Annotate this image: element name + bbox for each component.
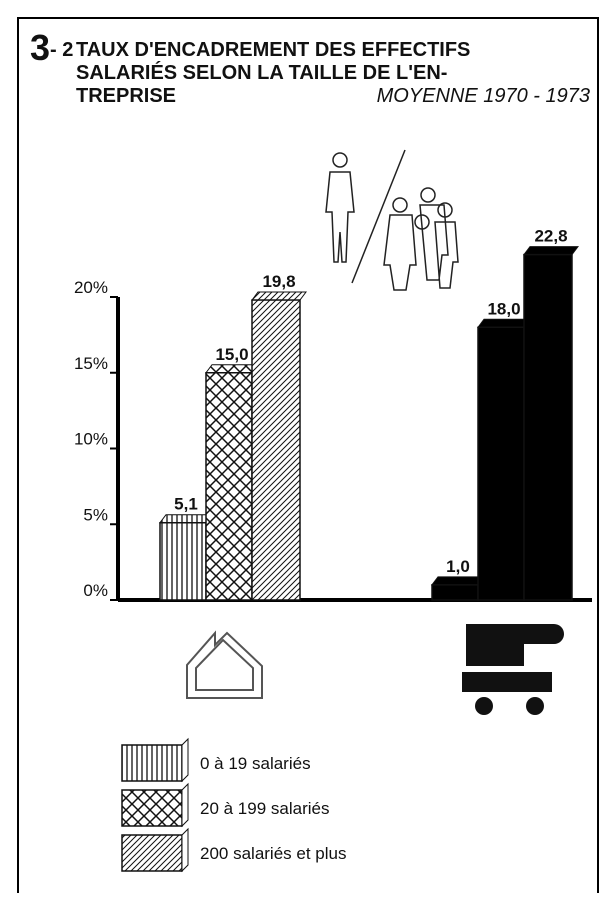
bar-top bbox=[160, 515, 212, 523]
y-tick-label: 5% bbox=[83, 505, 108, 524]
y-tick-label: 10% bbox=[74, 430, 108, 449]
legend-swatch-side bbox=[182, 739, 188, 781]
bar-top bbox=[478, 319, 530, 327]
bar bbox=[524, 255, 572, 600]
bar-top bbox=[524, 247, 578, 255]
value-label: 1,0 bbox=[446, 557, 470, 576]
value-label: 22,8 bbox=[534, 227, 567, 246]
legend-swatch-side bbox=[182, 784, 188, 826]
chart-title: SALARIÉS SELON LA TAILLE DE L'EN- bbox=[76, 61, 447, 84]
legend-swatch-side bbox=[182, 829, 188, 871]
bar-top bbox=[206, 365, 258, 373]
bar bbox=[252, 300, 300, 600]
chart-subnumber: - 2 bbox=[50, 39, 73, 61]
y-tick-label: 20% bbox=[74, 278, 108, 297]
legend-label: 0 à 19 salariés bbox=[200, 754, 311, 773]
legend-label: 200 salariés et plus bbox=[200, 844, 346, 863]
house-icon bbox=[187, 633, 262, 698]
bar bbox=[478, 327, 524, 600]
chart-subtitle: MOYENNE 1970 - 1973 bbox=[377, 85, 590, 107]
bar bbox=[432, 585, 478, 600]
value-label: 19,8 bbox=[262, 272, 295, 291]
illustration bbox=[326, 150, 458, 290]
bar-top bbox=[432, 577, 484, 585]
legend-swatch bbox=[122, 790, 182, 826]
chart-number: 3 bbox=[30, 27, 50, 68]
bar bbox=[160, 523, 206, 600]
legend-swatch bbox=[122, 745, 182, 781]
truck-icon bbox=[462, 624, 564, 715]
bar bbox=[206, 373, 252, 600]
value-label: 18,0 bbox=[487, 299, 520, 318]
bar-top bbox=[252, 292, 306, 300]
chart-title: TREPRISE bbox=[76, 85, 176, 107]
chart: 3 - 2 TAUX D'ENCADREMENT DES EFFECTIFS S… bbox=[0, 0, 608, 893]
legend-swatch bbox=[122, 835, 182, 871]
value-label: 15,0 bbox=[215, 345, 248, 364]
y-tick-label: 0% bbox=[83, 581, 108, 600]
value-label: 5,1 bbox=[174, 495, 198, 514]
legend-label: 20 à 199 salariés bbox=[200, 799, 329, 818]
y-tick-label: 15% bbox=[74, 354, 108, 373]
chart-title: TAUX D'ENCADREMENT DES EFFECTIFS bbox=[76, 39, 470, 61]
